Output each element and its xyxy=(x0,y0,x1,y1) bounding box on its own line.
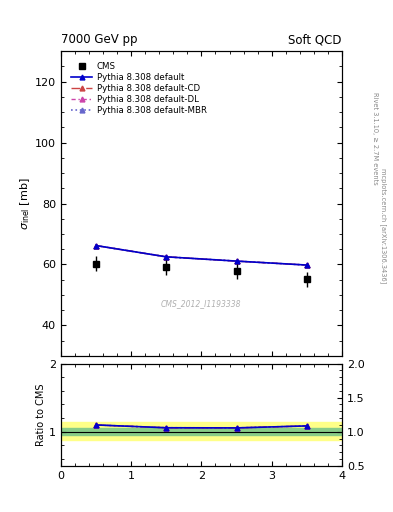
Text: CMS_2012_I1193338: CMS_2012_I1193338 xyxy=(161,300,242,309)
Y-axis label: $\sigma_{\rm inel}$ [mb]: $\sigma_{\rm inel}$ [mb] xyxy=(18,177,32,230)
Text: mcplots.cern.ch [arXiv:1306.3436]: mcplots.cern.ch [arXiv:1306.3436] xyxy=(380,167,387,283)
Legend: CMS, Pythia 8.308 default, Pythia 8.308 default-CD, Pythia 8.308 default-DL, Pyt: CMS, Pythia 8.308 default, Pythia 8.308 … xyxy=(71,61,207,115)
Text: Rivet 3.1.10, ≥ 2.7M events: Rivet 3.1.10, ≥ 2.7M events xyxy=(372,92,378,185)
Text: Soft QCD: Soft QCD xyxy=(288,33,342,46)
Bar xyxy=(61,421,342,440)
Bar xyxy=(61,429,342,435)
Y-axis label: Ratio to CMS: Ratio to CMS xyxy=(36,383,46,446)
Text: 7000 GeV pp: 7000 GeV pp xyxy=(61,33,138,46)
